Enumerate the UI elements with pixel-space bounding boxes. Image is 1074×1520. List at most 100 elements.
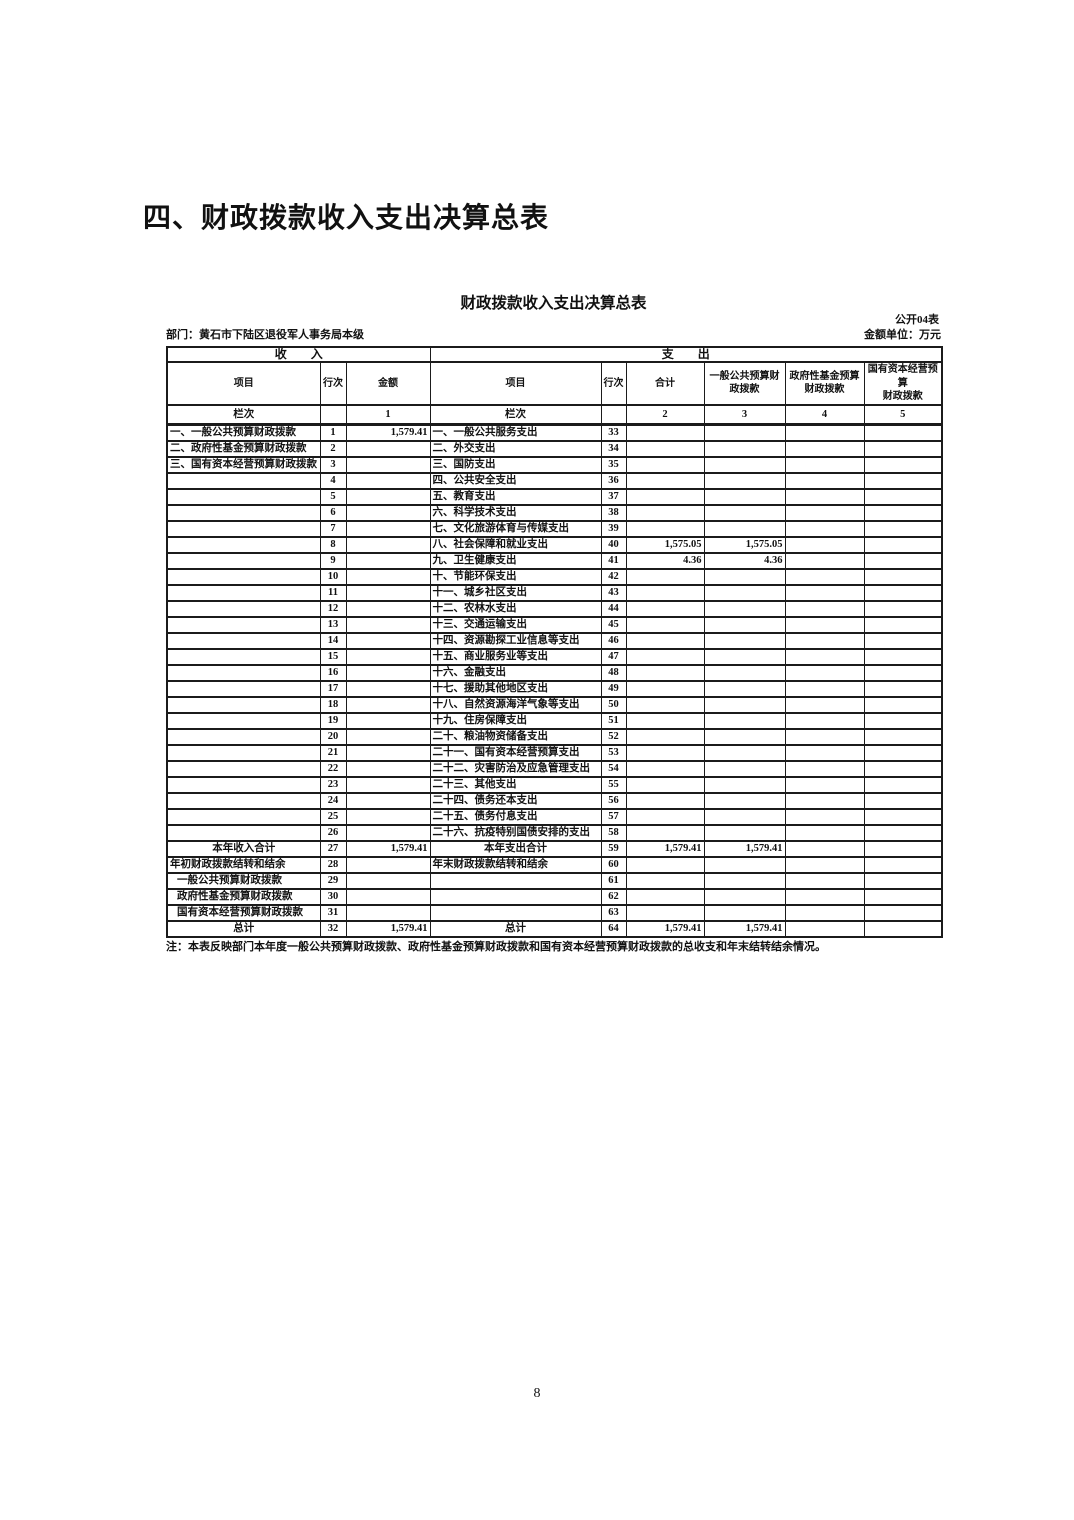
table-body: 一、一般公共预算财政拨款 1 1,579.41 一、一般公共服务支出 33 二、政府性基金…	[166, 423, 943, 938]
expense-line-cell: 35	[600, 455, 627, 474]
income-amount-cell	[345, 615, 431, 634]
table-row: 15 十五、商业服务业等支出 47	[166, 647, 943, 666]
expense-total-cell	[625, 679, 705, 698]
fiscal-table: 收 入 支 出 项目 行次 金额 项目 行次 合计 一般公共预算财 政拨款 政府…	[166, 346, 944, 938]
expense-line-cell: 36	[600, 471, 627, 490]
table-row: 16 十六、金融支出 48	[166, 663, 943, 682]
income-amount-cell	[345, 567, 431, 586]
page-number: 8	[533, 1386, 541, 1401]
expense-line-cell: 38	[600, 503, 627, 522]
state-capital-cell	[863, 647, 943, 666]
income-line-cell: 7	[319, 519, 347, 538]
expense-line-cell: 45	[600, 615, 627, 634]
general-budget-cell	[703, 455, 786, 474]
general-budget-cell	[703, 727, 786, 746]
expense-total-cell	[625, 823, 705, 842]
income-amount-cell: 1,579.41	[345, 839, 431, 858]
income-amount-cell	[345, 599, 431, 618]
table-row: 总计 32 1,579.41 总计 64 1,579.41 1,579.41	[166, 919, 943, 938]
table-row: 5 五、教育支出 37	[166, 487, 943, 506]
col-header-expense-total: 合计	[625, 361, 705, 406]
expense-total-cell: 1,575.05	[625, 535, 705, 554]
lanci-expense-item: 栏次	[429, 403, 602, 426]
income-amount-cell	[345, 679, 431, 698]
general-budget-cell	[703, 903, 786, 922]
expense-line-cell: 50	[600, 695, 627, 714]
general-budget-cell	[703, 887, 786, 906]
expense-item-cell: 二十二、灾害防治及应急管理支出	[429, 759, 602, 778]
gov-fund-cell	[784, 903, 865, 922]
income-amount-cell: 1,579.41	[345, 423, 431, 442]
income-item-cell	[166, 471, 321, 490]
expense-item-cell: 二十六、抗疫特别国债安排的支出	[429, 823, 602, 842]
state-capital-cell	[863, 631, 943, 650]
income-line-cell: 10	[319, 567, 347, 586]
income-item-cell	[166, 807, 321, 826]
gov-fund-cell	[784, 807, 865, 826]
state-capital-cell	[863, 823, 943, 842]
income-amount-cell	[345, 823, 431, 842]
general-budget-cell	[703, 743, 786, 762]
general-budget-cell	[703, 599, 786, 618]
expense-total-cell	[625, 743, 705, 762]
expense-total-cell	[625, 519, 705, 538]
state-capital-cell	[863, 663, 943, 682]
income-line-cell: 1	[319, 423, 347, 442]
table-row: 本年收入合计 27 1,579.41 本年支出合计 59 1,579.41 1,579.41	[166, 839, 943, 858]
expense-total-cell	[625, 759, 705, 778]
income-item-cell	[166, 711, 321, 730]
income-item-cell	[166, 551, 321, 570]
expense-line-cell: 53	[600, 743, 627, 762]
income-amount-cell	[345, 535, 431, 554]
expense-item-cell: 一、一般公共服务支出	[429, 423, 602, 442]
expense-line-cell: 58	[600, 823, 627, 842]
gov-fund-cell	[784, 775, 865, 794]
general-budget-cell: 1,579.41	[703, 839, 786, 858]
expense-line-cell: 44	[600, 599, 627, 618]
income-item-cell	[166, 663, 321, 682]
income-line-cell: 21	[319, 743, 347, 762]
income-item-cell: 本年收入合计	[166, 839, 321, 858]
state-capital-cell	[863, 871, 943, 890]
gov-fund-cell	[784, 567, 865, 586]
income-item-cell	[166, 823, 321, 842]
expense-total-cell	[625, 727, 705, 746]
gov-fund-cell	[784, 471, 865, 490]
state-capital-cell	[863, 759, 943, 778]
table-code: 公开04表	[895, 314, 939, 326]
income-line-cell: 16	[319, 663, 347, 682]
income-item-cell	[166, 743, 321, 762]
income-line-cell: 31	[319, 903, 347, 922]
income-amount-cell	[345, 471, 431, 490]
income-amount-cell	[345, 695, 431, 714]
income-item-cell: 二、政府性基金预算财政拨款	[166, 439, 321, 458]
income-line-cell: 3	[319, 455, 347, 474]
general-budget-cell	[703, 471, 786, 490]
gov-fund-cell	[784, 583, 865, 602]
income-item-cell	[166, 759, 321, 778]
general-budget-cell	[703, 775, 786, 794]
state-capital-cell	[863, 535, 943, 554]
expense-total-cell	[625, 775, 705, 794]
expense-line-cell: 56	[600, 791, 627, 810]
state-capital-cell	[863, 551, 943, 570]
expense-item-cell: 十、节能环保支出	[429, 567, 602, 586]
gov-fund-cell	[784, 711, 865, 730]
income-amount-cell	[345, 519, 431, 538]
state-capital-cell	[863, 423, 943, 442]
table-row: 23 二十三、其他支出 55	[166, 775, 943, 794]
income-line-cell: 18	[319, 695, 347, 714]
income-item-cell	[166, 519, 321, 538]
income-amount-cell	[345, 583, 431, 602]
income-line-cell: 30	[319, 887, 347, 906]
expense-item-cell: 十六、金融支出	[429, 663, 602, 682]
expense-item-cell: 二十一、国有资本经营预算支出	[429, 743, 602, 762]
table-meta-row: 部门：黄石市下陆区退役军人事务局本级 金额单位：万元	[166, 328, 941, 342]
general-budget-cell	[703, 695, 786, 714]
general-budget-cell: 4.36	[703, 551, 786, 570]
expense-total-cell: 1,579.41	[625, 839, 705, 858]
expense-item-cell: 五、教育支出	[429, 487, 602, 506]
income-amount-cell: 1,579.41	[345, 919, 431, 938]
table-row: 21 二十一、国有资本经营预算支出 53	[166, 743, 943, 762]
col-header-general-budget: 一般公共预算财 政拨款	[703, 361, 786, 406]
